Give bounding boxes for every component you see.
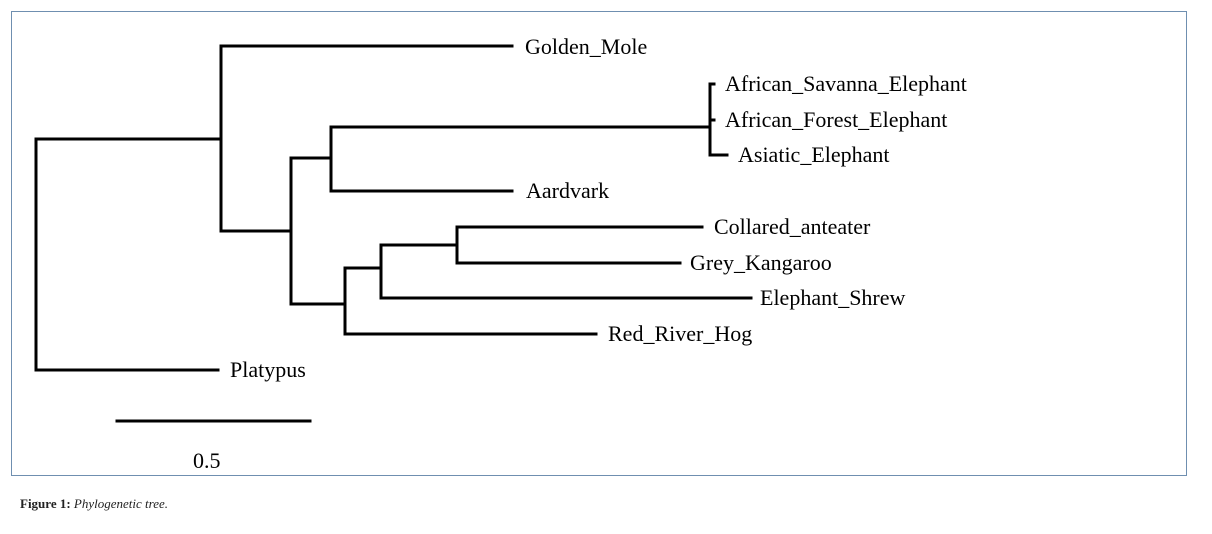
taxon-collared-anteater: Collared_anteater bbox=[714, 214, 871, 239]
taxon-elephant-shrew: Elephant_Shrew bbox=[760, 285, 906, 310]
caption-label: Figure 1: bbox=[20, 496, 71, 511]
caption-text: Phylogenetic tree. bbox=[73, 496, 169, 511]
taxon-asiatic-elephant: Asiatic_Elephant bbox=[738, 142, 890, 167]
taxon-platypus: Platypus bbox=[230, 357, 306, 382]
scale-bar-label: 0.5 bbox=[193, 448, 221, 473]
taxon-golden-mole: Golden_Mole bbox=[525, 34, 647, 59]
figure-frame bbox=[11, 11, 1187, 476]
taxon-aardvark: Aardvark bbox=[526, 178, 609, 203]
taxon-grey-kangaroo: Grey_Kangaroo bbox=[690, 250, 832, 275]
taxon-red-river-hog: Red_River_Hog bbox=[608, 321, 752, 346]
taxon-african-forest-elephant: African_Forest_Elephant bbox=[725, 107, 947, 132]
taxon-african-savanna-elephant: African_Savanna_Elephant bbox=[725, 71, 967, 96]
figure-caption: Figure 1: Phylogenetic tree. bbox=[20, 496, 168, 512]
